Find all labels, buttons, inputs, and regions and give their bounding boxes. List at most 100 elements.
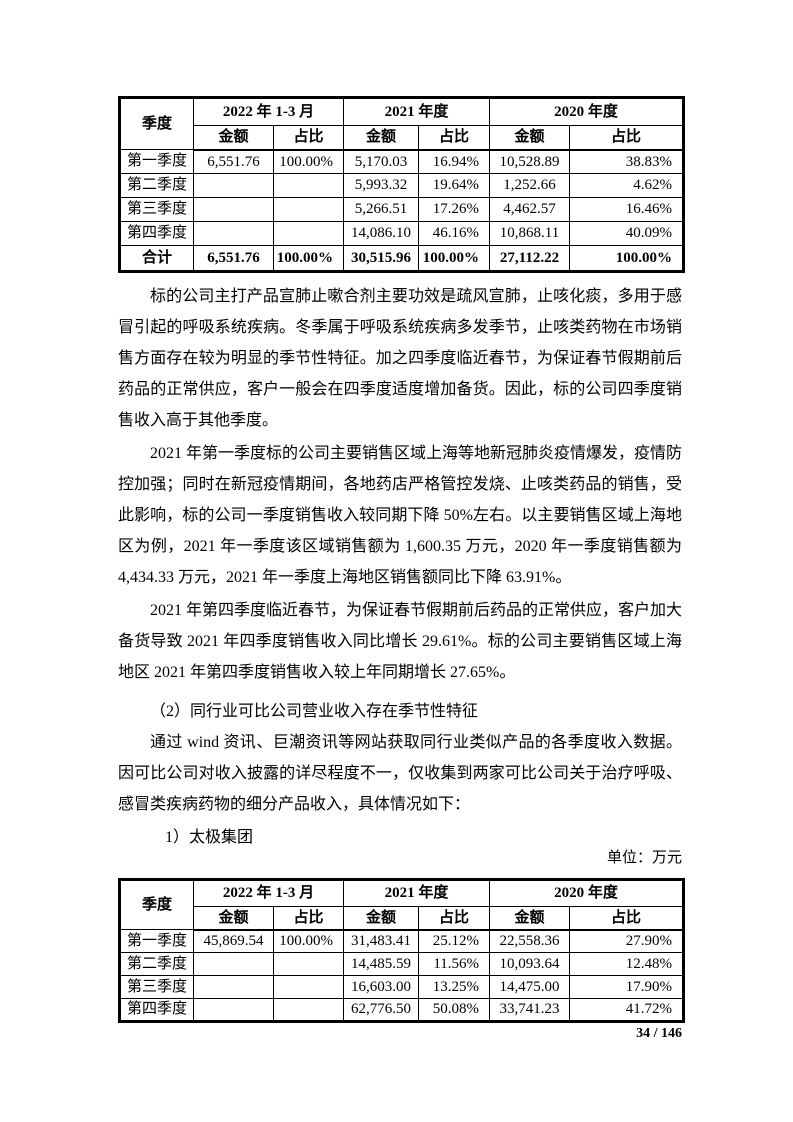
table-cell: 16,603.00	[343, 975, 419, 999]
table-cell: 62,776.50	[343, 998, 419, 1022]
table-cell: 6,551.76	[193, 149, 274, 174]
table-header-ratio: 占比	[417, 125, 491, 151]
table-row: 第二季度 5,993.32 19.64% 1,252.66 4.62%	[119, 173, 685, 198]
table-cell: 17.26%	[417, 197, 491, 222]
table-cell: 5,266.51	[343, 197, 419, 222]
table-cell: 4.62%	[569, 173, 685, 198]
page-number: 34 / 146	[636, 1026, 682, 1041]
unit-label: 单位：万元	[606, 850, 682, 866]
table-row: 第三季度 16,603.00 13.25% 14,475.00 17.90%	[119, 975, 685, 999]
table-cell	[193, 998, 274, 1022]
table-cell: 41.72%	[569, 998, 685, 1022]
table-cell	[273, 173, 344, 198]
table-cell	[273, 221, 344, 246]
table-cell	[193, 173, 274, 198]
table-cell: 22,558.36	[489, 929, 571, 953]
table-row: 第四季度 14,086.10 46.16% 10,868.11 40.09%	[119, 221, 685, 246]
table-total-row: 合计 6,551.76 100.00% 30,515.96 100.00% 27…	[119, 245, 685, 272]
table-header-period-2021: 2021 年度	[342, 97, 491, 126]
section-heading-2: （2）同行业可比公司营业收入存在季节性特征	[150, 703, 479, 720]
paragraph-q4-growth: 2021 年第四季度临近春节，为保证春节假期前后药品的正常供应，客户加大备货导致…	[118, 602, 683, 681]
table-header-ratio: 占比	[273, 906, 344, 931]
table-row: 第四季度 62,776.50 50.08% 33,741.23 41.72%	[119, 998, 685, 1022]
row-label: 第一季度	[119, 149, 194, 174]
table-cell: 100.00%	[273, 149, 344, 174]
table-cell	[193, 975, 274, 999]
table-cell: 16.46%	[569, 197, 685, 222]
table-header-ratio: 占比	[273, 125, 344, 151]
table-cell: 5,170.03	[343, 149, 419, 174]
row-label: 第一季度	[119, 929, 194, 953]
table-header-ratio: 占比	[417, 906, 491, 931]
table-row: 第一季度 6,551.76 100.00% 5,170.03 16.94% 10…	[119, 149, 685, 174]
taiji-quarterly-revenue-table: 季度 2022 年 1-3 月 2021 年度 2020 年度 金额 占比 金额…	[118, 878, 686, 1023]
table-cell: 17.90%	[569, 975, 685, 999]
table-cell	[273, 952, 344, 976]
table-cell	[273, 975, 344, 999]
table-cell: 27.90%	[569, 929, 685, 953]
table-cell: 100.00%	[417, 245, 491, 272]
row-label: 合计	[119, 245, 194, 272]
table-cell: 1,252.66	[489, 173, 571, 198]
table-cell: 25.12%	[417, 929, 491, 953]
quarterly-revenue-table: 季度 2022 年 1-3 月 2021 年度 2020 年度 金额 占比 金额…	[118, 96, 686, 273]
table-cell	[273, 998, 344, 1022]
table-header-ratio: 占比	[569, 906, 685, 931]
paragraph-seasonality: 标的公司主打产品宣肺止嗽合剂主要功效是疏风宣肺，止咳化痰，多用于感冒引起的呼吸系…	[118, 288, 682, 429]
table-row: 第三季度 5,266.51 17.26% 4,462.57 16.46%	[119, 197, 685, 222]
table-cell: 13.25%	[417, 975, 491, 999]
table-header-amount: 金额	[489, 125, 571, 151]
table-row: 第一季度 45,869.54 100.00% 31,483.41 25.12% …	[119, 929, 685, 953]
table-header-amount: 金额	[343, 906, 419, 931]
table-cell: 10,868.11	[489, 221, 571, 246]
table-cell: 5,993.32	[343, 173, 419, 198]
row-label: 第二季度	[119, 952, 194, 976]
table-cell: 14,475.00	[489, 975, 571, 999]
table-cell: 46.16%	[417, 221, 491, 246]
table-cell: 33,741.23	[489, 998, 571, 1022]
table-cell	[193, 952, 274, 976]
table-cell: 14,086.10	[343, 221, 419, 246]
table-header-amount: 金额	[193, 125, 274, 151]
table-cell: 100.00%	[273, 245, 344, 272]
paragraph-comparable-companies: 通过 wind 资讯、巨潮资讯等网站获取同行业类似产品的各季度收入数据。因可比公…	[118, 734, 682, 813]
table-header-period-2022: 2022 年 1-3 月	[193, 879, 344, 907]
table-header-amount: 金额	[489, 906, 571, 931]
table-header-period-2020: 2020 年度	[489, 879, 685, 907]
table-header-ratio: 占比	[569, 125, 685, 151]
table-header-period-2020: 2020 年度	[489, 97, 685, 126]
table-cell: 10,093.64	[489, 952, 571, 976]
table-cell: 19.64%	[417, 173, 491, 198]
table-header-quarter: 季度	[119, 879, 194, 930]
table-cell: 10,528.89	[489, 149, 571, 174]
table-cell: 4,462.57	[489, 197, 571, 222]
table-header-period-2021: 2021 年度	[342, 879, 491, 907]
table-cell	[273, 197, 344, 222]
table-cell: 100.00%	[273, 929, 344, 953]
table-cell: 16.94%	[417, 149, 491, 174]
row-label: 第三季度	[119, 197, 194, 222]
table-cell: 12.48%	[569, 952, 685, 976]
row-label: 第三季度	[119, 975, 194, 999]
table-cell: 27,112.22	[489, 245, 571, 272]
row-label: 第二季度	[119, 173, 194, 198]
paragraph-covid-impact: 2021 年第一季度标的公司主要销售区域上海等地新冠肺炎疫情爆发，疫情防控加强；…	[118, 445, 683, 586]
table-cell	[193, 197, 274, 222]
table-cell: 14,485.59	[343, 952, 419, 976]
table-header-amount: 金额	[193, 906, 274, 931]
list-item-taiji-group: 1）太极集团	[165, 829, 254, 846]
table-cell: 31,483.41	[343, 929, 419, 953]
table-cell: 50.08%	[417, 998, 491, 1022]
table-cell: 38.83%	[569, 149, 685, 174]
table-cell: 6,551.76	[193, 245, 274, 272]
row-label: 第四季度	[119, 221, 194, 246]
table-cell: 100.00%	[569, 245, 685, 272]
table-cell: 45,869.54	[193, 929, 274, 953]
table-cell: 11.56%	[417, 952, 491, 976]
table-cell: 40.09%	[569, 221, 685, 246]
table-cell	[193, 221, 274, 246]
table-row: 第二季度 14,485.59 11.56% 10,093.64 12.48%	[119, 952, 685, 976]
row-label: 第四季度	[119, 998, 194, 1022]
table-header-amount: 金额	[343, 125, 419, 151]
